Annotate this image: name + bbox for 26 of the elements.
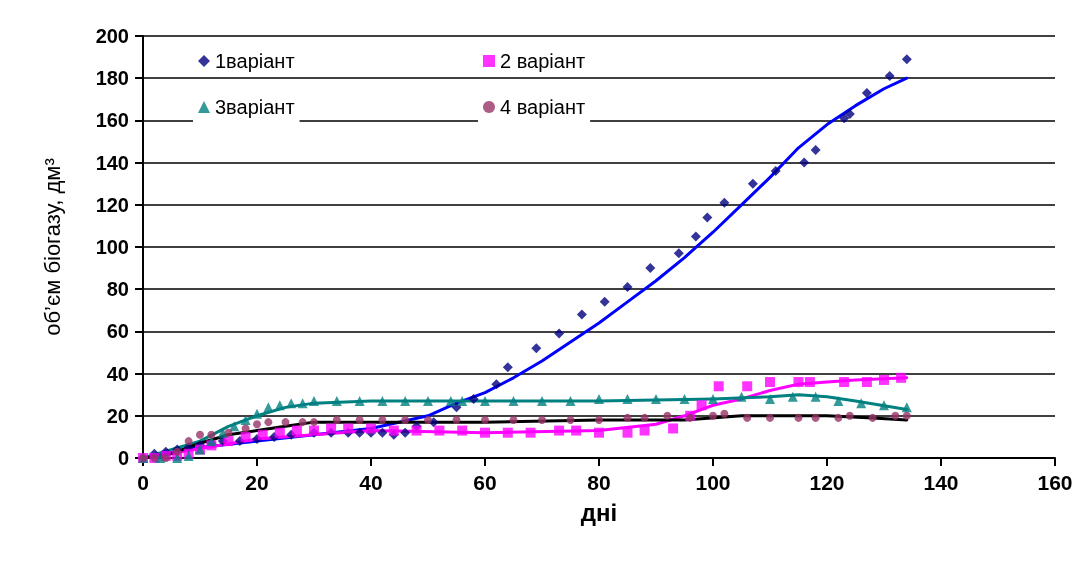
x-tick-label: 100 [695, 471, 731, 494]
legend-label: 2 варіант [500, 50, 586, 72]
x-tick-label: 160 [1037, 471, 1073, 494]
legend-label: 1варіант [215, 50, 295, 72]
y-tick-label: 200 [95, 25, 129, 47]
x-tick-label: 40 [359, 471, 383, 494]
y-tick-label: 0 [117, 447, 129, 469]
y-tick-label: 140 [95, 151, 129, 174]
x-tick-label: 120 [809, 471, 845, 494]
y-tick-label: 80 [106, 278, 129, 301]
legend-label: 4 варіант [500, 96, 586, 118]
x-tick-label: 0 [137, 471, 149, 494]
x-tick-label: 80 [587, 471, 611, 494]
y-tick-label: 40 [106, 362, 129, 385]
y-tick-label: 20 [106, 404, 129, 427]
x-tick-label: 140 [923, 471, 959, 494]
y-tick-label: 60 [106, 320, 129, 343]
y-axis-title: об’єм біогазу, дм³ [39, 158, 65, 336]
x-tick-label: 20 [245, 471, 269, 494]
y-tick-label: 180 [95, 67, 129, 90]
x-axis-title: дні [580, 498, 618, 526]
legend-label: 3варіант [215, 96, 295, 118]
y-tick-label: 100 [95, 236, 129, 258]
x-tick-label: 60 [473, 471, 497, 494]
y-tick-label: 160 [95, 109, 129, 132]
y-tick-label: 120 [95, 193, 129, 216]
